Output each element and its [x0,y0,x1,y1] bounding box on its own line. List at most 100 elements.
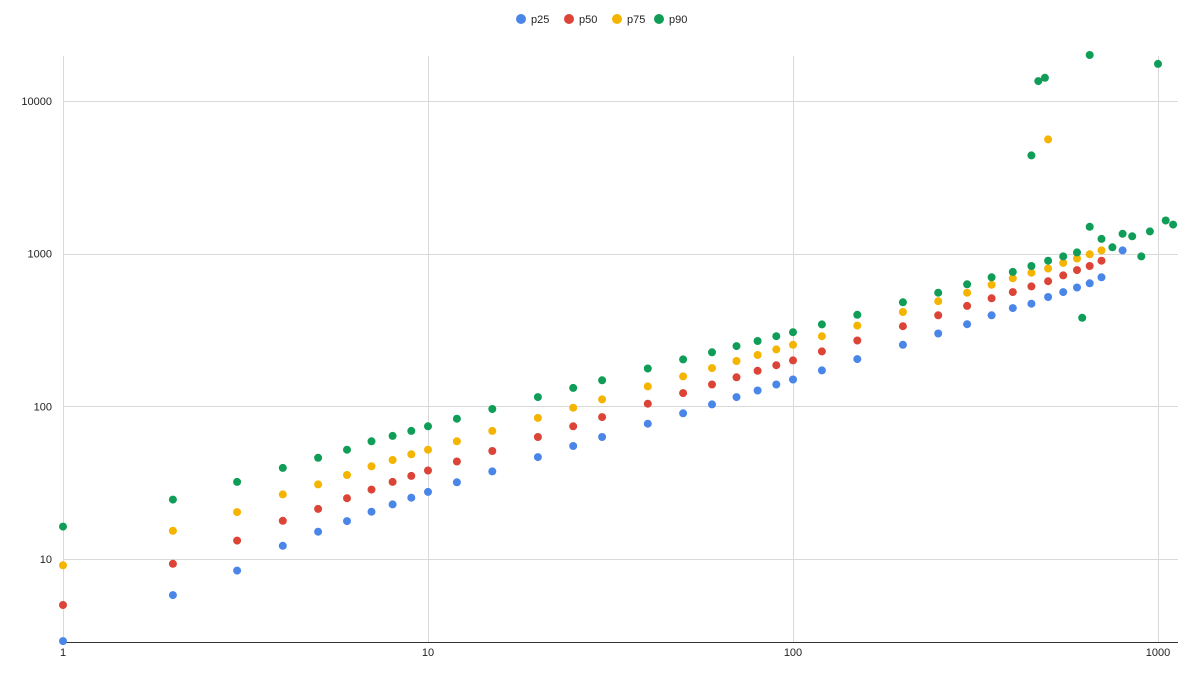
data-point-p75 [1059,258,1068,267]
data-point-p90 [168,495,177,504]
x-tick-label: 100 [784,647,802,659]
data-point-p25 [388,500,397,509]
data-point-p75 [708,364,716,373]
data-point-p90 [1027,151,1036,160]
data-point-p90 [732,342,741,351]
data-point-p50 [1044,277,1053,286]
data-point-p25 [1097,273,1106,282]
data-point-p75 [753,351,762,359]
y-tick-label: 100 [34,401,52,413]
data-point-p90 [533,393,542,402]
data-point-p50 [817,347,826,356]
data-point-p50 [732,373,741,382]
data-point-p90 [1137,252,1146,261]
data-point-p90 [1040,73,1049,82]
data-point-p75 [452,437,461,446]
data-point-p25 [233,566,242,575]
data-point-p75 [643,382,652,391]
data-point-p50 [424,466,432,475]
tick-labels: 1 10 100 1000 10 100 1000 10000 [21,96,1170,659]
data-point-p50 [1097,256,1106,265]
data-point-p90 [1128,232,1137,241]
data-point-p25 [1008,304,1017,313]
data-point-p75 [367,462,376,471]
data-point-p75 [314,480,323,489]
data-point-p90 [1108,243,1117,252]
data-point-p50 [753,366,762,375]
data-point-p50 [407,471,416,480]
data-point-p50 [1073,266,1081,275]
data-point-p75 [168,526,177,535]
data-point-p50 [343,494,351,503]
data-point-p50 [59,601,67,609]
data-point-p75 [1027,268,1036,277]
data-point-p90 [772,332,781,341]
data-point-p90 [488,405,497,413]
data-point-p25 [789,375,797,384]
legend-marker-p75 [612,14,622,24]
data-point-p25 [898,340,907,349]
data-point-p90 [424,422,432,431]
data-point-p75 [679,372,688,381]
data-point-p90 [1027,262,1036,270]
data-point-p90 [1118,229,1127,238]
data-point-p90 [679,355,688,364]
data-point-p90 [407,426,416,435]
data-point-p50 [1008,288,1017,297]
data-point-p75 [934,297,943,306]
data-point-p75 [1073,254,1081,263]
data-point-p90 [934,288,943,297]
data-point-p75 [1044,264,1053,273]
data-point-p50 [452,457,461,466]
legend-marker-p90 [654,14,664,24]
data-point-p25 [679,409,688,418]
data-point-p50 [598,413,607,422]
data-point-p90 [898,298,907,307]
data-point-p90 [1044,256,1053,265]
data-point-p50 [278,516,287,525]
legend: p25 p50 p75 p90 [516,14,687,26]
series-p25 [59,246,1127,646]
data-point-p25 [934,329,943,338]
data-point-p25 [533,453,542,462]
data-point-p75 [1008,274,1017,283]
data-point-p75 [407,450,416,459]
data-point-p50 [233,536,242,545]
series-p75 [59,135,1106,570]
data-point-p50 [789,356,797,365]
data-point-p50 [643,399,652,408]
data-point-p75 [343,471,351,479]
y-tick-label: 10000 [21,96,52,108]
data-point-p50 [533,433,542,441]
data-point-p75 [488,426,497,435]
data-point-p75 [1044,135,1053,144]
data-point-p90 [1085,222,1094,231]
data-point-p25 [708,400,716,409]
data-point-p90 [452,414,461,423]
data-point-p50 [934,311,943,320]
data-point-p75 [533,413,542,422]
data-point-p90 [367,437,376,446]
data-point-p90 [963,280,972,289]
data-point-p90 [314,453,323,462]
data-point-p25 [488,467,497,476]
data-point-p75 [817,332,826,341]
data-point-p90 [1078,313,1087,322]
data-points [59,51,1178,646]
x-tick-label: 1000 [1146,647,1170,659]
data-point-p25 [424,487,432,496]
data-point-p75 [789,340,797,349]
y-tick-label: 1000 [28,249,52,261]
series-p50 [59,256,1106,609]
data-point-p90 [1034,77,1043,86]
data-point-p25 [643,419,652,428]
data-point-p75 [1097,246,1106,255]
data-point-p25 [343,517,351,526]
data-point-p50 [898,322,907,331]
data-point-p25 [1085,279,1094,288]
data-point-p90 [789,328,797,337]
legend-label-p50: p50 [579,14,597,26]
data-point-p25 [1059,288,1068,297]
data-point-p25 [1027,299,1036,308]
